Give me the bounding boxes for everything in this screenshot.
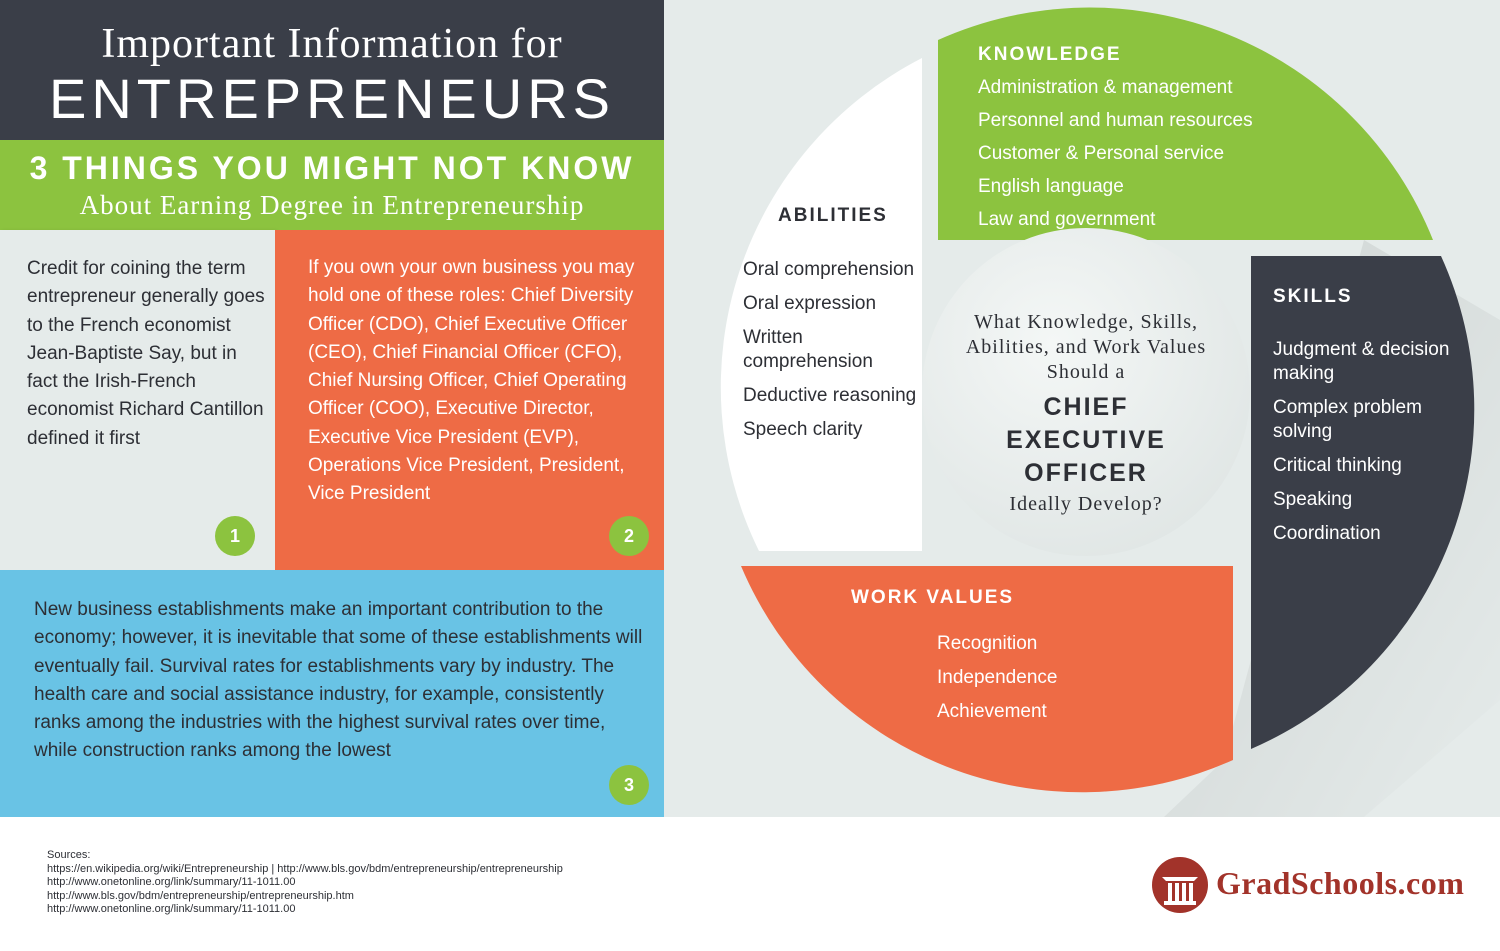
abilities-item: Oral expression [743,293,877,314]
abilities-segment [720,58,922,551]
skills-item: Judgment & decision making [1273,339,1450,384]
skills-item: Speaking [1273,489,1353,510]
footer: Sources: https://en.wikipedia.org/wiki/E… [0,817,1500,951]
work-values-segment [741,566,1233,793]
fact-card-3: New business establishments make an impo… [0,570,664,817]
subtitle-line-1: 3 THINGS YOU MIGHT NOT KNOW [29,150,635,186]
title-banner: Important Information for ENTREPRENEURS [0,0,664,140]
skills-segment [1161,256,1475,749]
fact-card-1: Credit for coining the term entrepreneur… [0,230,275,570]
skills-list: Judgment & decision making Complex probl… [1273,338,1473,556]
source-link[interactable]: https://en.wikipedia.org/wiki/Entreprene… [47,862,563,875]
subtitle-line-2: About Earning Degree in Entrepreneurship [79,190,585,220]
work-values-item: Recognition [937,633,1038,654]
knowledge-item: Personnel and human resources [978,110,1253,131]
fact-number-badge-2: 2 [609,516,649,556]
center-question-text: What Knowledge, Skills, Abilities, and W… [965,311,1207,383]
work-values-list: Recognition Independence Achievement [937,632,1057,734]
fact-card-2: If you own your own business you may hol… [275,230,664,570]
ceo-wheel-panel: KNOWLEDGE Administration & management Pe… [664,0,1500,817]
fact-number-badge-3: 3 [609,765,649,805]
ceo-wheel-graphic [720,7,1500,817]
left-panel: Important Information for ENTREPRENEURS … [0,0,664,817]
abilities-item: Deductive reasoning [743,385,917,406]
fact-text-3: New business establishments make an impo… [34,599,643,762]
work-values-item: Independence [937,667,1058,688]
center-hub [922,228,1250,556]
work-values-title: WORK VALUES [851,587,1015,608]
fact-text-2: If you own your own business you may hol… [308,257,635,505]
knowledge-segment [938,7,1433,240]
skills-title: SKILLS [1273,286,1353,307]
fact-number-badge-1: 1 [215,516,255,556]
subtitle-banner: 3 THINGS YOU MIGHT NOT KNOW About Earnin… [0,140,664,230]
center-role: CHIEF EXECUTIVE OFFICER [1006,393,1166,487]
column-icon [1152,857,1208,913]
abilities-item: Written comprehension [743,327,873,372]
fact-text-1: Credit for coining the term entrepreneur… [27,258,265,449]
center-question: What Knowledge, Skills, Abilities, and W… [940,310,1232,517]
skills-item: Complex problem solving [1273,397,1422,442]
center-question-ending: Ideally Develop? [1009,493,1163,515]
knowledge-item: Law and government [978,209,1156,230]
knowledge-item: Customer & Personal service [978,143,1225,164]
abilities-title: ABILITIES [778,205,888,226]
title-line-1: Important Information for [101,21,563,67]
sources-list: Sources: https://en.wikipedia.org/wiki/E… [47,849,563,917]
logo-text: GradSchools.com [1216,865,1465,901]
sources-label: Sources: [47,849,91,861]
source-link[interactable]: http://www.onetonline.org/link/summary/1… [47,903,296,915]
skills-item: Critical thinking [1273,455,1402,476]
source-link[interactable]: http://www.bls.gov/bdm/entrepreneurship/… [47,889,354,902]
knowledge-title: KNOWLEDGE [978,44,1122,65]
gradschools-logo[interactable]: GradSchools.com [1150,855,1480,915]
source-link[interactable]: http://www.onetonline.org/link/summary/1… [47,876,296,888]
work-values-item: Achievement [937,701,1047,722]
knowledge-item: Administration & management [978,77,1233,98]
title-line-2: ENTREPRENEURS [49,67,615,130]
abilities-item: Speech clarity [743,419,863,440]
skills-item: Coordination [1273,523,1381,544]
abilities-list: Oral comprehension Oral expression Writt… [743,258,923,452]
abilities-item: Oral comprehension [743,259,915,280]
knowledge-item: English language [978,176,1124,197]
knowledge-list: Administration & management Personnel an… [978,76,1253,241]
